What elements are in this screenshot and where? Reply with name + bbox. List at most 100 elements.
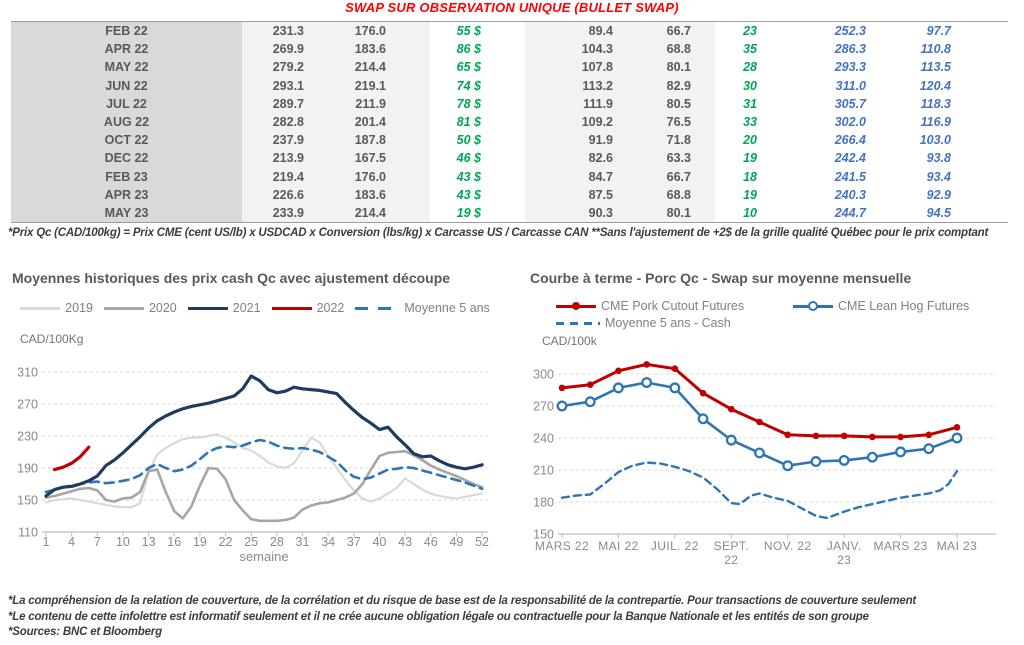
svg-text:150: 150 xyxy=(533,528,554,542)
svg-text:1: 1 xyxy=(43,535,50,549)
left-x-axis-label: semaine xyxy=(239,549,289,564)
left-legend-label: Moyenne 5 ans xyxy=(404,301,490,315)
table-cell-value: 97.7 xyxy=(926,24,951,39)
svg-text:JUIL. 22: JUIL. 22 xyxy=(651,539,699,553)
table-footnote: *Prix Qc (CAD/100kg) = Prix CME (cent US… xyxy=(8,227,989,239)
table-cell-value: 293.3 xyxy=(834,60,866,75)
table-cell-value: 80.1 xyxy=(625,58,715,77)
right-legend-label: CME Lean Hog Futures xyxy=(838,299,970,313)
table-cell-value: 66.7 xyxy=(625,167,715,186)
table-cell-month: MAY 22 xyxy=(11,58,242,77)
table-cell-value: 109.2 xyxy=(525,112,625,132)
left-legend-label: 2019 xyxy=(65,301,93,315)
table-cell-value: 252.3 xyxy=(834,24,866,39)
svg-text:210: 210 xyxy=(533,464,554,478)
table-cell-value: 176.0 xyxy=(336,22,430,41)
footer-notes: *La compréhension de la relation de couv… xyxy=(8,594,1018,641)
svg-text:25: 25 xyxy=(244,535,258,549)
table-cell-value: 68.8 xyxy=(625,40,715,59)
table-cell-value: 286.3 xyxy=(834,42,866,57)
table-cell-value: 219.1 xyxy=(336,76,430,95)
table-cell-value: 82.6 xyxy=(525,149,625,168)
left-legend-item: Moyenne 5 ans xyxy=(355,301,490,315)
table-cell-value: 23 xyxy=(743,24,757,39)
footer-note: *Sources: BNC et Bloomberg xyxy=(8,626,162,638)
left-legend-item: 2019 xyxy=(20,301,93,315)
table-cell-value: 19 xyxy=(743,151,757,166)
table-cell-month: JUL 22 xyxy=(11,94,242,113)
left-legend-label: 2021 xyxy=(232,301,261,315)
svg-text:SEPT.22: SEPT. 22 xyxy=(714,539,749,567)
svg-text:28: 28 xyxy=(270,535,284,549)
svg-text:10: 10 xyxy=(116,535,130,549)
table-cell-value: 66.7 xyxy=(625,22,715,41)
table-cell-value: 31 xyxy=(743,96,757,111)
table-cell-value: 46 $ xyxy=(456,151,481,166)
svg-text:31: 31 xyxy=(296,535,310,549)
page-title: SWAP SUR OBSERVATION UNIQUE (BULLET SWAP… xyxy=(345,0,679,15)
table-cell-value: 92.9 xyxy=(926,187,951,202)
table-cell-value: 311.0 xyxy=(835,78,866,93)
dashed-line-swatch-icon xyxy=(556,321,600,325)
table-cell-value: 226.6 xyxy=(242,185,336,204)
table-cell-value: 107.8 xyxy=(525,58,625,77)
series-line-moyenne-5-ans---cash xyxy=(560,461,959,520)
table-cell-value: 89.4 xyxy=(525,22,625,41)
table-cell-value: 10 xyxy=(743,205,757,220)
table-cell-month: FEB 22 xyxy=(11,22,242,41)
table-cell-value: 120.4 xyxy=(919,78,951,93)
table-cell-value: 68.8 xyxy=(625,185,715,204)
footer-note: *La compréhension de la relation de couv… xyxy=(8,595,917,607)
series-line-2021 xyxy=(44,374,484,498)
table-cell-value: 82.9 xyxy=(625,76,715,95)
series-line-2020 xyxy=(44,449,484,523)
svg-text:230: 230 xyxy=(17,430,38,444)
left-chart-legend: 2019 2020 2021 2022 Moyenne 5 ans xyxy=(0,301,510,315)
footer-note: *Le contenu de cette infolettre est info… xyxy=(8,610,869,623)
table-cell-value: 18 xyxy=(743,169,757,184)
table-cell-value: 50 $ xyxy=(456,133,481,148)
left-legend-item: 2020 xyxy=(103,301,177,315)
filled-dot-marker-icon xyxy=(572,302,580,310)
table-cell-value: 113.2 xyxy=(525,76,625,95)
table-cell-value: 219.4 xyxy=(242,167,336,186)
svg-text:110: 110 xyxy=(18,526,38,540)
svg-text:19: 19 xyxy=(193,535,207,549)
svg-text:46: 46 xyxy=(424,535,438,549)
dashed-line-swatch-icon xyxy=(355,306,400,310)
left-chart-title: Moyennes historiques des prix cash Qc av… xyxy=(12,270,451,286)
table-cell-value: 113.5 xyxy=(920,60,951,75)
swap-table: FEB 22 231.3 176.0 55 $89.4 66.7 23 252.3 97.7 A… xyxy=(11,21,1008,224)
table-cell-value: 187.8 xyxy=(336,131,430,150)
table-cell-value: 76.5 xyxy=(625,112,715,132)
table-cell-value: 111.9 xyxy=(525,94,625,113)
right-legend-item: CME Lean Hog Futures xyxy=(793,299,969,313)
table-cell-month: AUG 22 xyxy=(11,112,242,132)
right-legend-item: Moyenne 5 ans - Cash xyxy=(556,316,793,330)
right-chart-legend: CME Pork Cutout Futures CME Lean Hog Futu… xyxy=(556,299,969,330)
svg-text:7: 7 xyxy=(94,535,101,549)
table-cell-value: 241.5 xyxy=(834,169,866,184)
table-cell-value: 240.3 xyxy=(834,187,866,202)
table-cell-value: 86 $ xyxy=(456,42,481,57)
table-cell-value: 116.9 xyxy=(920,115,951,130)
table-cell-month: JUN 22 xyxy=(11,76,242,95)
table-cell-value: 183.6 xyxy=(336,40,430,59)
svg-text:22: 22 xyxy=(219,535,233,549)
table-cell-value: 43 $ xyxy=(456,169,481,184)
open-circle-marker-icon xyxy=(808,301,818,311)
table-cell-value: 289.7 xyxy=(242,94,336,113)
table-cell-value: 231.3 xyxy=(242,22,336,41)
table-cell-value: 266.4 xyxy=(834,133,866,148)
table-cell-value: 55 $ xyxy=(456,24,481,39)
svg-text:40: 40 xyxy=(372,535,386,549)
svg-text:16: 16 xyxy=(167,535,181,549)
series-line-2022 xyxy=(52,445,91,472)
table-cell-month: APR 22 xyxy=(11,40,242,59)
left-chart-plot: 110 150 190 230 270 310 1 4 7 10 13 16 19 22 25 28 31 34 3… xyxy=(17,366,489,550)
svg-text:270: 270 xyxy=(533,400,554,414)
table-cell-value: 118.3 xyxy=(920,96,951,111)
svg-text:37: 37 xyxy=(347,535,361,549)
left-y-axis-unit: CAD/100Kg xyxy=(20,332,84,346)
table-cell-value: 233.9 xyxy=(242,203,336,223)
